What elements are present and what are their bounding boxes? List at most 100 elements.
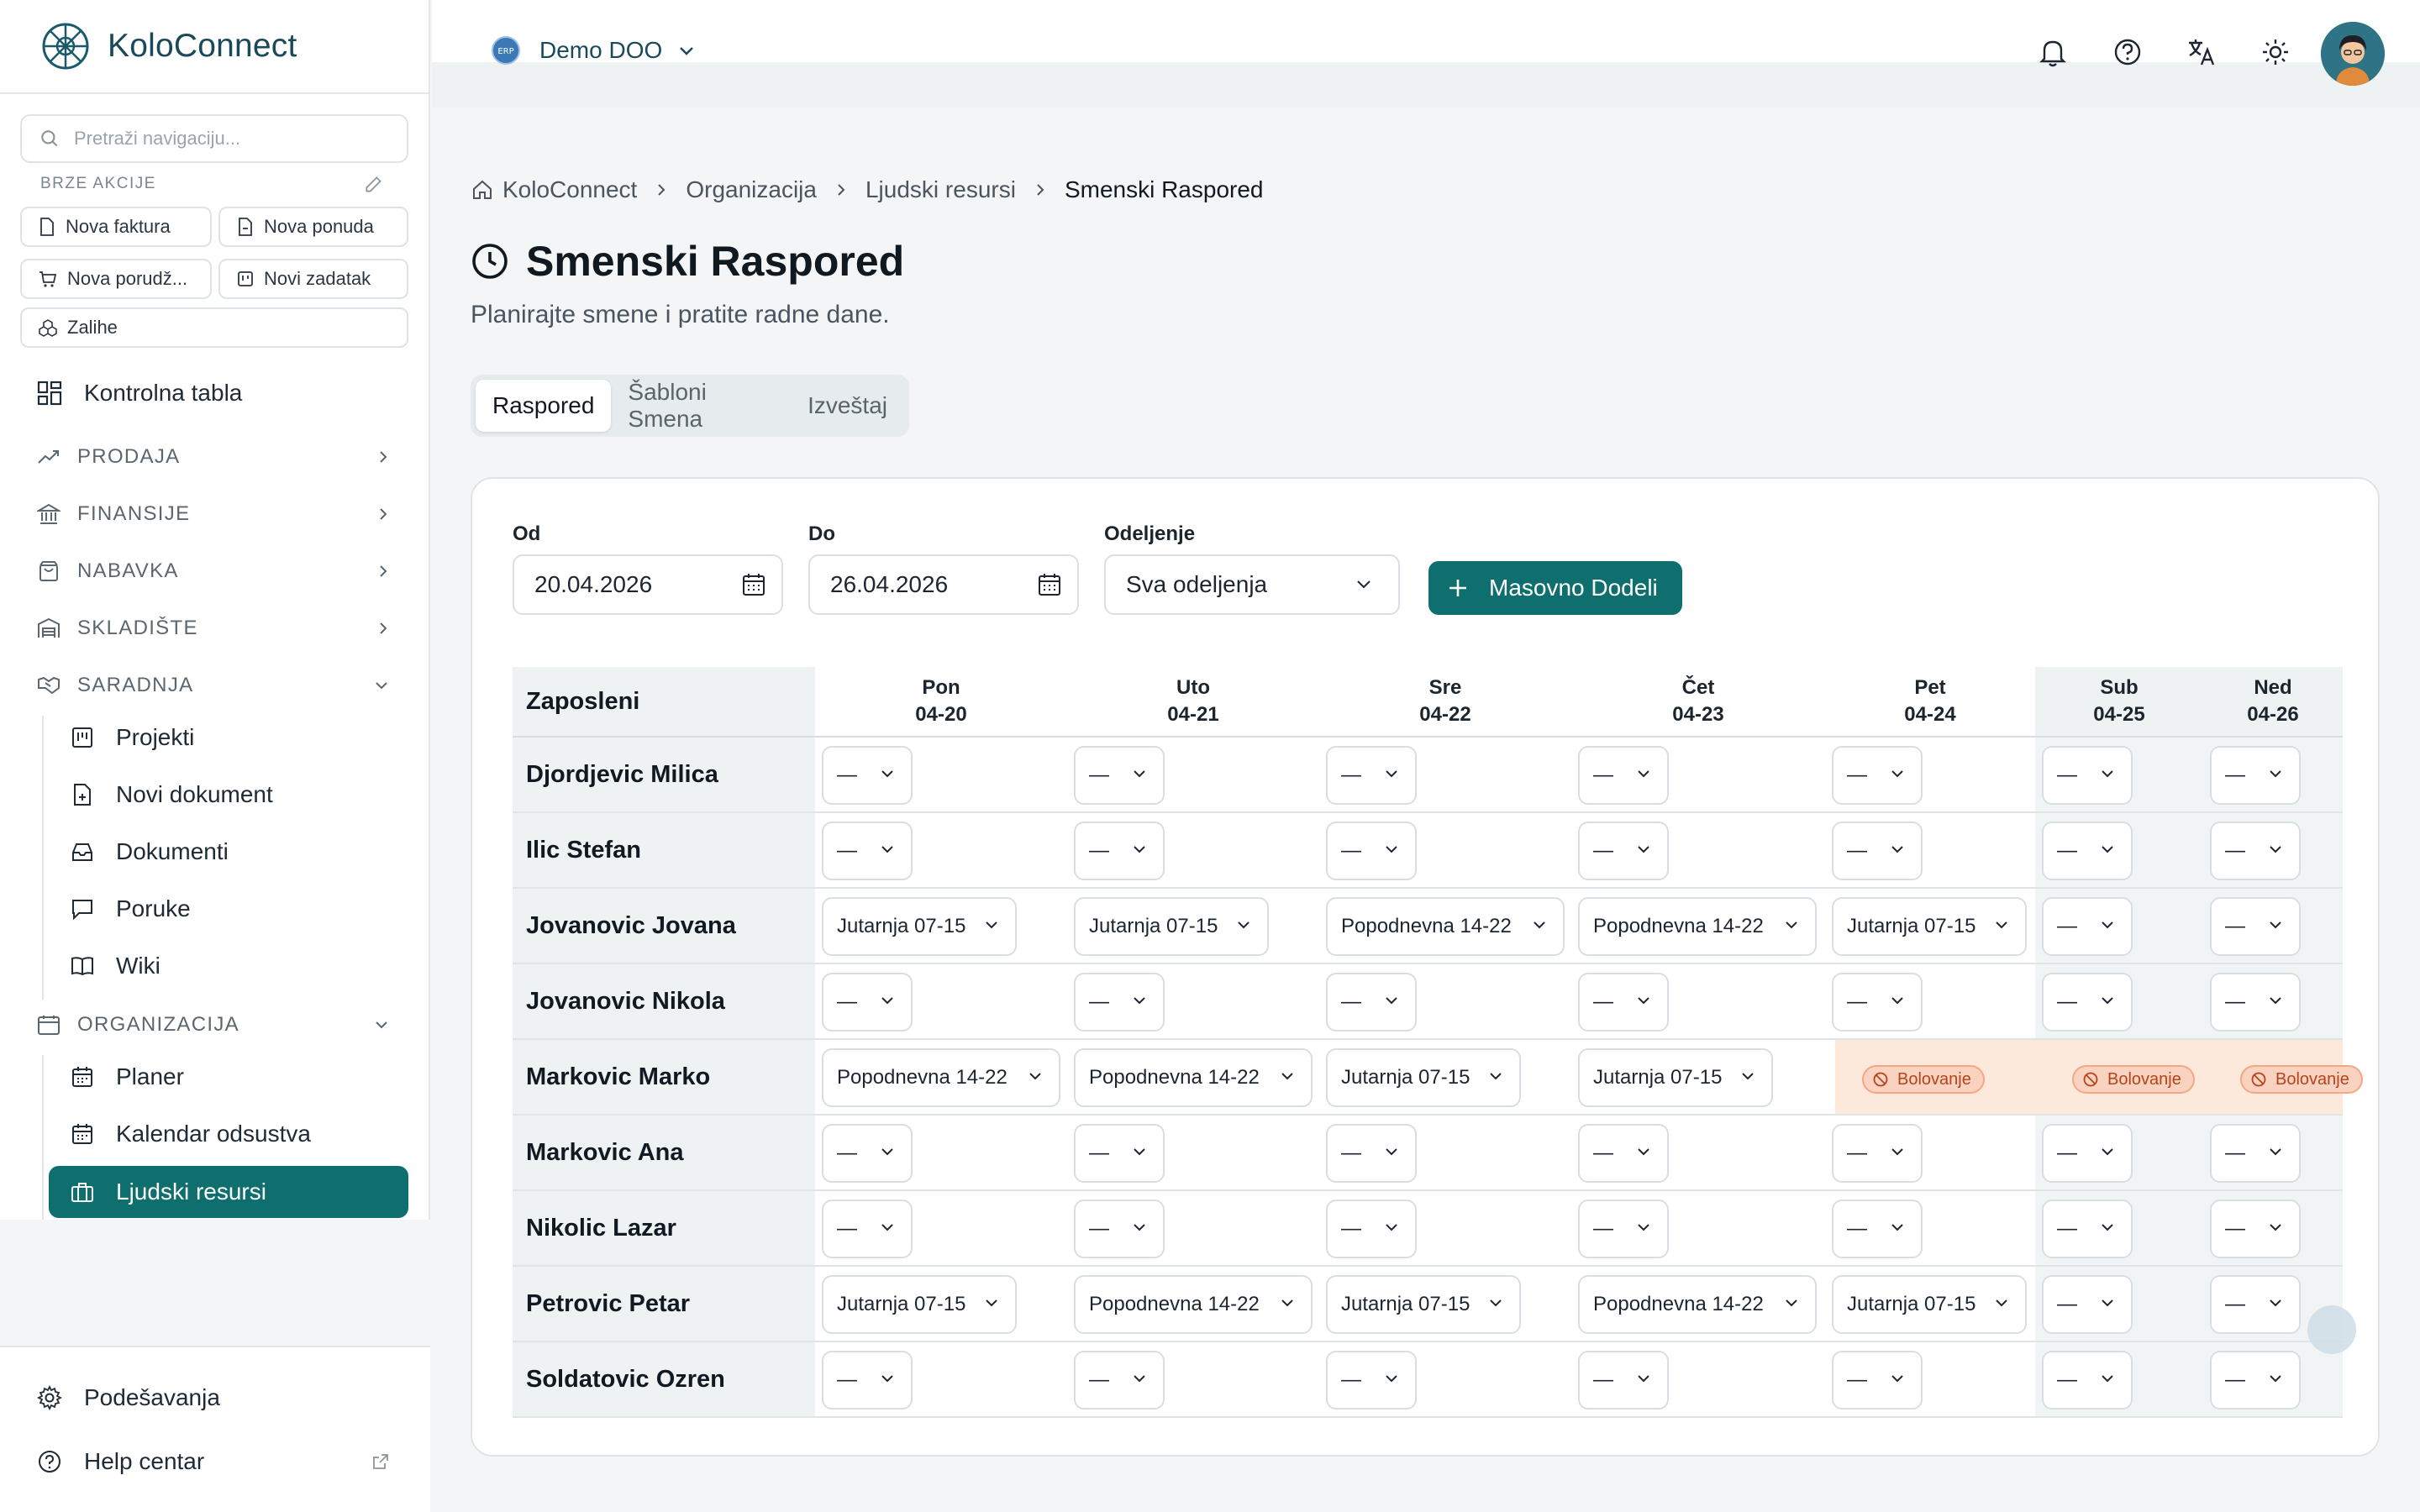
shift-select[interactable]: — — [1326, 746, 1417, 805]
shift-select[interactable]: Popodnevna 14-22 — [1326, 897, 1565, 956]
shift-select[interactable]: — — [1578, 973, 1669, 1032]
shift-select[interactable]: — — [1832, 746, 1923, 805]
shift-select[interactable]: — — [1074, 1351, 1165, 1410]
department-select[interactable]: Sva odeljenja — [1104, 554, 1400, 615]
nav-item-absence-calendar[interactable]: Kalendar odsustva — [71, 1121, 311, 1147]
nav-section-collaboration[interactable]: SARADNJA — [37, 674, 390, 697]
shift-select[interactable]: Jutarnja 07-15 — [1074, 897, 1269, 956]
shift-select[interactable]: — — [1074, 973, 1165, 1032]
sun-icon[interactable] — [2260, 37, 2291, 67]
shift-select[interactable]: Jutarnja 07-15 — [1326, 1048, 1521, 1107]
shift-select[interactable]: — — [1832, 822, 1923, 880]
pencil-icon[interactable] — [363, 173, 385, 195]
breadcrumb-human-resources[interactable]: Ljudski resursi — [865, 176, 1016, 202]
shift-select[interactable]: Jutarnja 07-15 — [822, 1275, 1017, 1334]
shift-select[interactable]: Popodnevna 14-22 — [1074, 1048, 1313, 1107]
calendar-icon[interactable] — [1037, 572, 1062, 597]
shift-select[interactable]: — — [2042, 897, 2133, 956]
nav-search-input[interactable]: Pretraži navigaciju... — [20, 114, 408, 163]
quick-action-new-order[interactable]: Nova porudž... — [20, 259, 212, 299]
shift-select[interactable]: — — [1326, 973, 1417, 1032]
app-logo[interactable]: KoloConnect — [0, 0, 429, 94]
bulk-assign-button[interactable]: Masovno Dodeli — [1428, 561, 1682, 615]
help-circle-icon[interactable] — [2112, 37, 2143, 67]
nav-item-messages[interactable]: Poruke — [71, 895, 191, 922]
shift-select[interactable]: Jutarnja 07-15 — [1832, 897, 2027, 956]
to-date-input[interactable]: 26.04.2026 — [808, 554, 1079, 615]
nav-item-new-document[interactable]: Novi dokument — [71, 781, 273, 808]
shift-select[interactable]: — — [2042, 1275, 2133, 1334]
from-date-input[interactable]: 20.04.2026 — [513, 554, 783, 615]
shift-select[interactable]: Popodnevna 14-22 — [1578, 897, 1817, 956]
user-avatar[interactable] — [2321, 22, 2385, 86]
shift-select[interactable]: — — [1074, 822, 1165, 880]
shift-select[interactable]: — — [822, 822, 913, 880]
shift-select[interactable]: — — [1326, 1351, 1417, 1410]
calendar-icon[interactable] — [741, 572, 766, 597]
tab-shift-templates[interactable]: Šabloni Smena — [628, 379, 707, 432]
shift-select[interactable]: — — [1326, 1124, 1417, 1183]
shift-select[interactable]: — — [1074, 746, 1165, 805]
shift-select[interactable]: Jutarnja 07-15 — [1832, 1275, 2027, 1334]
nav-item-projects[interactable]: Projekti — [71, 724, 194, 751]
nav-settings[interactable]: Podešavanja — [37, 1384, 220, 1411]
shift-select[interactable]: — — [1832, 1351, 1923, 1410]
nav-dashboard[interactable]: Kontrolna tabla — [37, 380, 242, 407]
nav-section-procurement[interactable]: NABAVKA — [37, 559, 390, 583]
shift-select[interactable]: — — [2210, 746, 2301, 805]
shift-select[interactable]: — — [1578, 822, 1669, 880]
nav-item-human-resources[interactable]: Ljudski resursi — [49, 1166, 408, 1218]
shift-select[interactable]: — — [822, 973, 913, 1032]
shift-select[interactable]: Popodnevna 14-22 — [1074, 1275, 1313, 1334]
shift-select[interactable]: — — [822, 1351, 913, 1410]
shift-select[interactable]: — — [2210, 1200, 2301, 1258]
shift-select[interactable]: — — [1326, 1200, 1417, 1258]
shift-select[interactable]: — — [1326, 822, 1417, 880]
shift-select[interactable]: — — [2210, 822, 2301, 880]
absence-badge[interactable]: Bolovanje — [2072, 1065, 2195, 1094]
shift-select[interactable]: — — [1074, 1200, 1165, 1258]
quick-action-inventory[interactable]: Zalihe — [20, 307, 408, 348]
absence-badge[interactable]: Bolovanje — [1862, 1065, 1985, 1094]
quick-action-new-invoice[interactable]: Nova faktura — [20, 207, 212, 247]
tab-schedule[interactable]: Raspored — [476, 380, 612, 432]
shift-select[interactable]: — — [1832, 1200, 1923, 1258]
nav-item-wiki[interactable]: Wiki — [71, 953, 160, 979]
shift-select[interactable]: — — [1832, 973, 1923, 1032]
translate-icon[interactable] — [2186, 37, 2217, 67]
shift-select[interactable]: — — [2042, 746, 2133, 805]
shift-select[interactable]: — — [2210, 1351, 2301, 1410]
shift-select[interactable]: Jutarnja 07-15 — [822, 897, 1017, 956]
shift-select[interactable]: — — [1074, 1124, 1165, 1183]
shift-select[interactable]: — — [2042, 1351, 2133, 1410]
shift-select[interactable]: — — [2042, 1200, 2133, 1258]
shift-select[interactable]: — — [822, 746, 913, 805]
tab-report[interactable]: Izveštaj — [808, 392, 887, 418]
quick-action-new-task[interactable]: Novi zadatak — [218, 259, 408, 299]
nav-help-center[interactable]: Help centar — [37, 1448, 390, 1475]
bell-icon[interactable] — [2039, 37, 2067, 69]
floating-assistant-button[interactable] — [2307, 1305, 2356, 1354]
shift-select[interactable]: — — [2042, 1124, 2133, 1183]
shift-select[interactable]: — — [2210, 973, 2301, 1032]
absence-badge[interactable]: Bolovanje — [2240, 1065, 2363, 1094]
quick-action-new-offer[interactable]: Nova ponuda — [218, 207, 408, 247]
breadcrumb-home[interactable]: KoloConnect — [471, 176, 637, 203]
nav-section-organization[interactable]: ORGANIZACIJA — [37, 1013, 390, 1037]
shift-select[interactable]: Popodnevna 14-22 — [822, 1048, 1060, 1107]
shift-select[interactable]: — — [1578, 1124, 1669, 1183]
nav-item-documents[interactable]: Dokumenti — [71, 838, 229, 865]
shift-select[interactable]: — — [2042, 973, 2133, 1032]
shift-select[interactable]: Jutarnja 07-15 — [1326, 1275, 1521, 1334]
shift-select[interactable]: — — [822, 1124, 913, 1183]
nav-section-finance[interactable]: FINANSIJE — [37, 502, 390, 526]
nav-section-warehouse[interactable]: SKLADIŠTE — [37, 617, 390, 640]
shift-select[interactable]: — — [1578, 746, 1669, 805]
shift-select[interactable]: — — [2210, 1124, 2301, 1183]
shift-select[interactable]: — — [2042, 822, 2133, 880]
shift-select[interactable]: — — [1578, 1351, 1669, 1410]
shift-select[interactable]: — — [2210, 897, 2301, 956]
shift-select[interactable]: Jutarnja 07-15 — [1578, 1048, 1773, 1107]
nav-item-planner[interactable]: Planer — [71, 1063, 184, 1090]
shift-select[interactable]: Popodnevna 14-22 — [1578, 1275, 1817, 1334]
